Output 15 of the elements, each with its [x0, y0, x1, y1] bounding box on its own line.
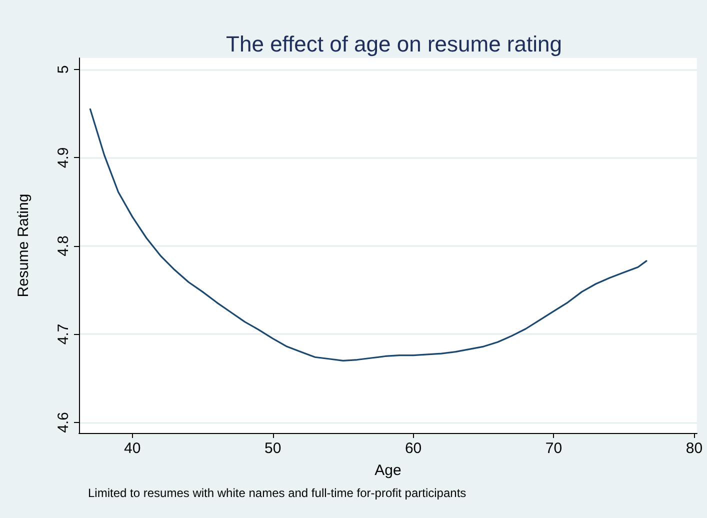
line-series [89, 108, 648, 362]
chart-title: The effect of age on resume rating [226, 32, 562, 56]
x-tick-label: 70 [545, 440, 562, 457]
x-tick-label: 50 [264, 440, 282, 457]
y-tick-label: 4.8 [55, 236, 72, 256]
y-tick-label: 4.9 [55, 147, 72, 168]
x-tick-label: 40 [124, 440, 141, 457]
x-axis-title: Age [374, 462, 402, 479]
text: Limited to resumes with white names and full-time for-profit participants [88, 486, 466, 500]
y-tick-label: 4.7 [55, 324, 72, 345]
y-tick-label: 5 [55, 65, 72, 74]
y-tick-label: 4.6 [55, 412, 72, 433]
x-tick-label: 80 [686, 440, 703, 457]
x-tick-label: 60 [404, 440, 422, 457]
y-axis-title: Resume Rating [15, 194, 32, 298]
